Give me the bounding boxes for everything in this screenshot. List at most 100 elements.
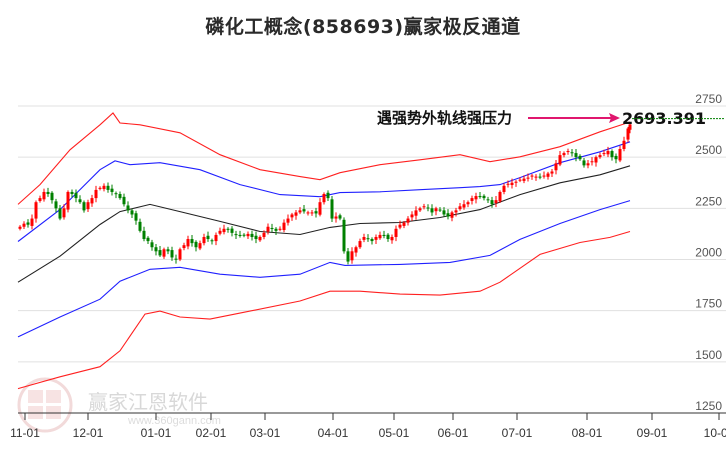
candle-body bbox=[42, 191, 46, 200]
candle-body bbox=[34, 202, 38, 219]
candle-body bbox=[70, 191, 74, 195]
candle-body bbox=[390, 236, 394, 241]
candle-body bbox=[534, 176, 538, 178]
candle-body bbox=[286, 218, 290, 223]
candle-body bbox=[246, 233, 250, 237]
x-tick-label: 06-01 bbox=[438, 426, 469, 440]
candle-body bbox=[190, 239, 194, 244]
candle-body bbox=[410, 214, 414, 218]
candle-body bbox=[330, 199, 334, 219]
candle-body bbox=[478, 196, 482, 198]
candle-body bbox=[314, 211, 318, 214]
watermark: 赢家江恩软件 www.360gann.com bbox=[17, 377, 221, 433]
candle-body bbox=[226, 228, 230, 230]
candle-body bbox=[174, 258, 178, 260]
candle-body bbox=[510, 182, 514, 186]
x-tick-label: 10-01 bbox=[704, 426, 726, 440]
candle-body bbox=[110, 188, 114, 192]
y-tick-label: 1750 bbox=[695, 297, 722, 311]
band-outer_upper bbox=[17, 112, 631, 205]
candle-body bbox=[378, 234, 382, 239]
candle-body bbox=[574, 153, 578, 158]
candle-body bbox=[274, 228, 278, 231]
candle-body bbox=[322, 194, 326, 203]
y-tick-label: 1500 bbox=[695, 348, 722, 362]
candle-body bbox=[198, 243, 202, 249]
candle-body bbox=[554, 163, 558, 171]
candle-body bbox=[250, 233, 254, 237]
candle-body bbox=[546, 173, 550, 177]
x-tick-label: 02-01 bbox=[196, 426, 227, 440]
candle-body bbox=[566, 151, 570, 153]
candle-body bbox=[298, 210, 302, 213]
x-tick-label: 05-01 bbox=[379, 426, 410, 440]
x-tick-label: 12-01 bbox=[73, 426, 104, 440]
candle-body bbox=[118, 194, 122, 199]
candle-body bbox=[442, 210, 446, 215]
grid-lines bbox=[18, 105, 726, 363]
candle-body bbox=[206, 235, 210, 240]
candle-body bbox=[470, 198, 474, 201]
candle-body bbox=[94, 189, 98, 199]
candle-body bbox=[526, 177, 530, 179]
candle-body bbox=[262, 232, 266, 237]
candle-body bbox=[570, 152, 574, 154]
candle-body bbox=[346, 251, 350, 262]
candle-body bbox=[342, 219, 346, 252]
band-outer_lower bbox=[17, 230, 631, 390]
candle-body bbox=[350, 251, 354, 261]
candle-body bbox=[134, 213, 138, 221]
x-axis: 11-01 12-01 01-01 02-01 03-01 04-01 05-01 06-01… bbox=[10, 412, 726, 440]
candle-body bbox=[290, 214, 294, 218]
candle-body bbox=[282, 222, 286, 231]
candlesticks bbox=[18, 121, 632, 265]
candle-body bbox=[522, 178, 526, 181]
candle-body bbox=[374, 236, 378, 240]
candle-body bbox=[242, 234, 246, 236]
candle-body bbox=[558, 155, 562, 165]
candle-body bbox=[30, 218, 34, 226]
y-tick-label: 2750 bbox=[695, 92, 722, 106]
candle-body bbox=[366, 238, 370, 240]
candle-body bbox=[406, 218, 410, 223]
candle-body bbox=[626, 128, 630, 140]
candle-body bbox=[462, 204, 466, 208]
candle-body bbox=[214, 234, 218, 242]
candle-body bbox=[414, 210, 418, 216]
candle-body bbox=[494, 200, 498, 204]
candle-body bbox=[258, 236, 262, 241]
candle-body bbox=[370, 239, 374, 242]
x-tick-label: 01-01 bbox=[141, 426, 172, 440]
candle-body bbox=[514, 181, 518, 183]
candle-body bbox=[394, 228, 398, 237]
candle-body bbox=[438, 209, 442, 211]
candle-body bbox=[62, 208, 66, 218]
watermark-brand: 赢家江恩软件 bbox=[88, 390, 208, 414]
candle-body bbox=[598, 155, 602, 158]
candle-body bbox=[450, 212, 454, 218]
candle-body bbox=[578, 155, 582, 160]
candle-body bbox=[306, 212, 310, 214]
candle-body bbox=[170, 250, 174, 258]
candle-body bbox=[602, 153, 606, 155]
candle-body bbox=[26, 222, 30, 225]
candle-body bbox=[482, 195, 486, 199]
candle-body bbox=[446, 213, 450, 217]
candle-body bbox=[146, 237, 150, 242]
candle-body bbox=[622, 140, 626, 149]
candle-body bbox=[334, 216, 338, 219]
candle-body bbox=[542, 175, 546, 177]
candle-body bbox=[594, 157, 598, 163]
candle-body bbox=[582, 160, 586, 166]
candle-body bbox=[186, 239, 190, 247]
candle-body bbox=[66, 191, 70, 210]
candle-body bbox=[628, 124, 632, 130]
candle-body bbox=[122, 196, 126, 205]
candle-body bbox=[618, 148, 622, 161]
candle-body bbox=[202, 236, 206, 244]
candle-body bbox=[194, 241, 198, 248]
x-tick-label: 08-01 bbox=[572, 426, 603, 440]
candle-body bbox=[154, 247, 158, 252]
y-tick-label: 1250 bbox=[695, 399, 722, 413]
